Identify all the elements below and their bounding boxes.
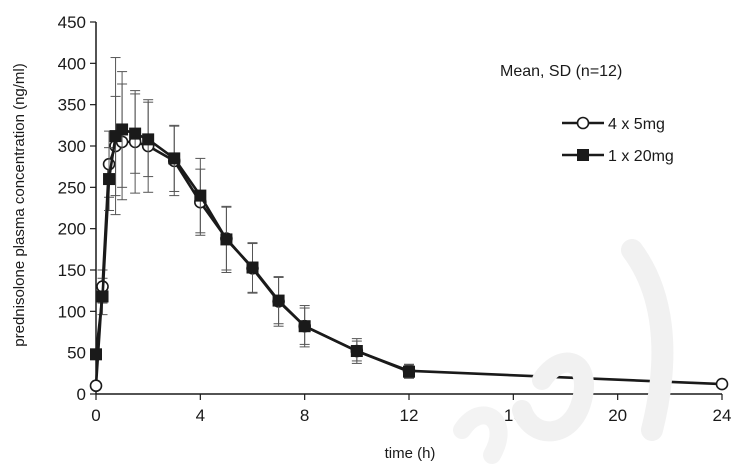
data-point [403,365,415,378]
data-point [220,233,233,246]
y-tick-label: 300 [58,137,86,156]
series-2 [90,57,415,379]
legend-marker [577,149,589,161]
y-tick-label: 200 [58,220,86,239]
y-tick-label: 350 [58,96,86,115]
x-tick-label: 12 [400,406,419,425]
data-point [103,173,116,186]
series-layer [89,57,729,393]
y-tick-label: 450 [58,13,86,32]
data-point [168,152,181,165]
data-point [246,261,259,274]
chart-annotation: Mean, SD (n=12) [500,63,622,80]
data-point [194,189,207,202]
x-tick-label: 24 [713,406,732,425]
y-axis-label: prednisolone plasma concentration (ng/ml… [11,63,28,346]
data-point [89,379,103,393]
data-point [129,127,142,140]
data-point [116,123,129,136]
x-ticks: 0 4 8 12 16 20 24 [91,394,731,425]
data-point [142,133,155,146]
data-point [96,290,109,303]
legend-label: 4 x 5mg [608,116,665,133]
x-tick-label: 0 [91,406,100,425]
y-ticks: 0 50 100 150 200 250 300 350 400 450 [58,13,96,404]
y-tick-label: 150 [58,261,86,280]
y-tick-label: 400 [58,54,86,73]
x-axis-label: time (h) [385,445,436,462]
data-point [298,320,311,333]
y-tick-label: 0 [77,385,86,404]
legend-marker [576,116,590,130]
data-point [350,345,363,358]
legend-label: 1 x 20mg [608,148,674,165]
x-tick-label: 8 [300,406,309,425]
series-line [94,140,723,386]
data-point [715,377,729,391]
x-tick-label: 20 [608,406,627,425]
y-tick-label: 100 [58,302,86,321]
data-point [90,348,102,361]
axes [95,22,722,395]
legend: 4 x 5mg 1 x 20mg [562,116,674,165]
x-tick-label: 4 [196,406,205,425]
y-tick-label: 50 [67,344,86,363]
y-tick-label: 250 [58,178,86,197]
x-tick-label: 16 [504,406,523,425]
data-point [272,294,285,307]
